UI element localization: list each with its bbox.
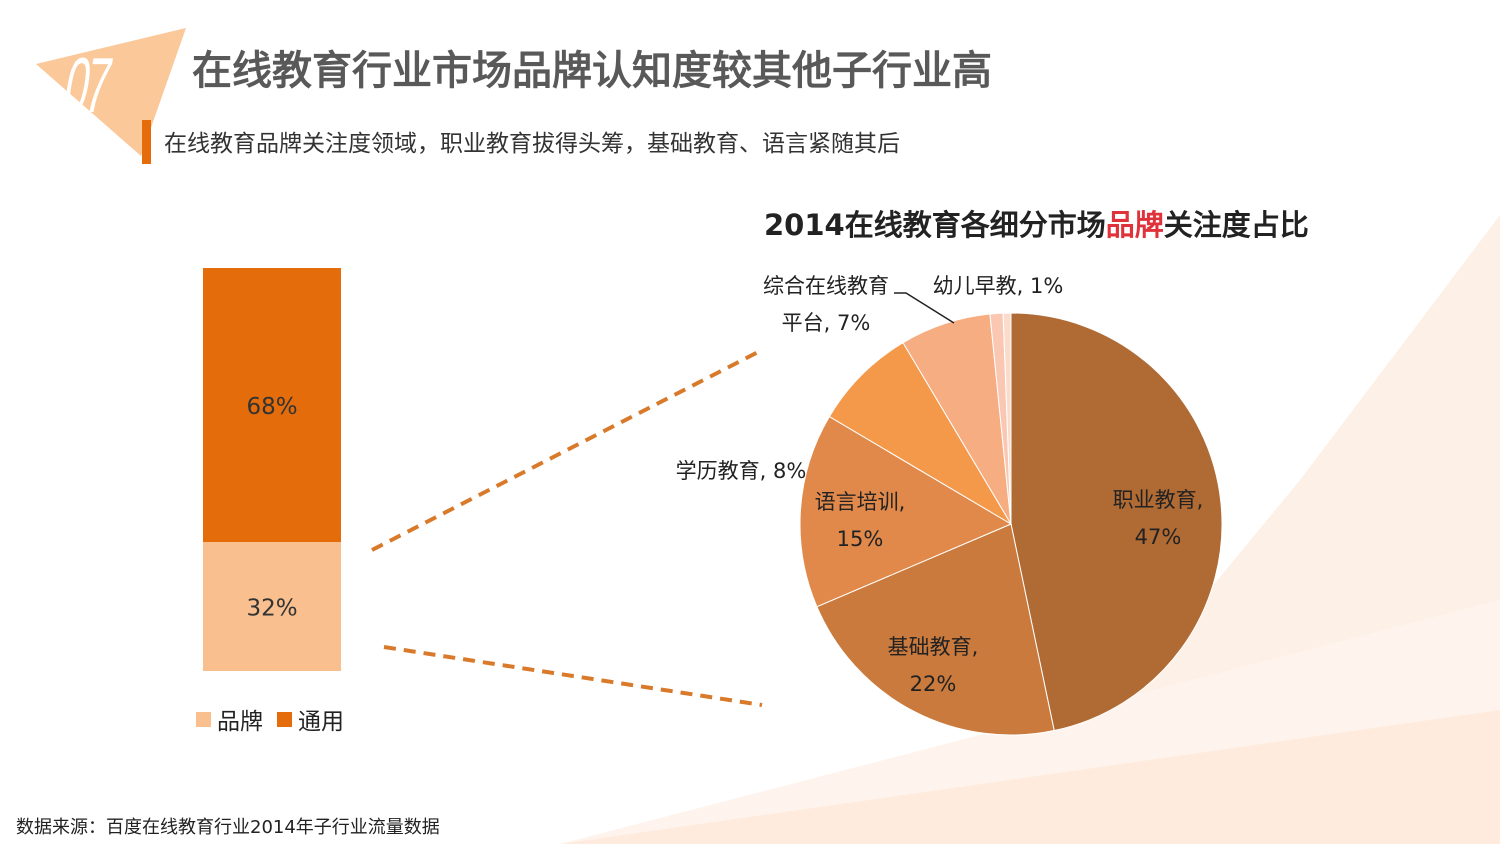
legend-swatch-general — [277, 711, 292, 727]
bar-data-label-general: 68% — [246, 394, 297, 420]
pie-slice-2 — [816, 523, 1055, 736]
pie-title-part-3: 关注度占比 — [1163, 208, 1309, 242]
pie-slice-1 — [1010, 312, 1223, 732]
subtitle-accent-bar — [142, 120, 151, 164]
page-title: 在线教育行业市场品牌认知度较其他子行业高 — [192, 48, 992, 94]
pie-slice-3 — [799, 415, 1013, 608]
legend-label-general: 通用 — [298, 709, 344, 735]
legend-label-brand: 品牌 — [217, 709, 263, 735]
bar-legend: 品牌 通用 — [196, 702, 358, 736]
pie-label-3: 语言培训, 15% — [815, 490, 906, 551]
stacked-bar-chart: 32% 68% — [203, 268, 341, 671]
pie-label-2: 基础教育, 22% — [888, 635, 979, 696]
pie-chart-title: 2014在线教育各细分市场品牌关注度占比 — [764, 202, 1309, 244]
bar-data-label-brand: 32% — [246, 596, 297, 622]
pie-label-6: 幼儿早教, 1% — [933, 274, 1064, 298]
pie-title-part-1: 2014在线教育各细分市场 — [764, 208, 1106, 242]
bar-segment-brand — [203, 542, 341, 671]
pie-title-highlight: 品牌 — [1105, 208, 1164, 242]
page-subtitle: 在线教育品牌关注度领域，职业教育拔得头筹，基础教育、语言紧随其后 — [164, 131, 900, 157]
pie-label-1: 职业教育, 47% — [1113, 488, 1204, 549]
pie-label-4: 学历教育, 8% — [676, 459, 807, 483]
connector-line-bottom — [383, 645, 763, 707]
pie-slice-extra — [1002, 312, 1012, 525]
pie-chart: 职业教育, 47% 基础教育, 22% 语言培训, 15% 学历教育, 8% 综合在线教育平台… — [676, 274, 1223, 736]
bar-segment-general — [203, 268, 341, 543]
pie-label-5: 综合在线教育平台, 7% — [763, 274, 889, 335]
legend-item-general: 通用 — [277, 702, 344, 736]
pie-slice-4 — [828, 342, 1012, 525]
data-source: 数据来源：百度在线教育行业2014年子行业流量数据 — [16, 817, 440, 838]
connector-line-top — [371, 348, 763, 552]
leader-line-comprehensive — [894, 292, 955, 324]
legend-item-brand: 品牌 — [196, 702, 263, 736]
legend-swatch-brand — [196, 711, 211, 727]
